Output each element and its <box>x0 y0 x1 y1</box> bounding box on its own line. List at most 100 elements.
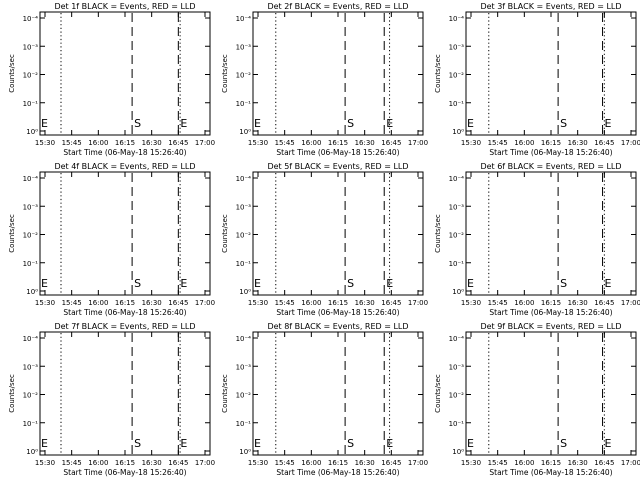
panel-det-9: Det 9f BLACK = Events, RED = LLD 15:30 15:… <box>434 322 640 477</box>
panel-det-5: Det 5f BLACK = Events, RED = LLD 15:30 15:… <box>221 162 428 317</box>
y-axis-label: Counts/sec <box>434 54 442 93</box>
y-tick-label: 10⁻⁴ <box>23 175 39 183</box>
edge-label-e: E <box>41 277 48 290</box>
y-tick-label: 10⁻² <box>23 392 39 400</box>
panel-title: Det 1f BLACK = Events, RED = LLD <box>54 2 195 11</box>
x-axis-label: Start Time (06-May-18 15:26:40) <box>489 148 612 157</box>
y-tick-label: 10⁻¹ <box>23 260 39 268</box>
x-tick-label: 17:00 <box>621 299 640 307</box>
x-tick-label: 16:00 <box>88 299 108 307</box>
marker-label-e: E <box>605 437 612 450</box>
x-tick-label: 15:45 <box>275 459 295 467</box>
edge-label-e: E <box>41 437 48 450</box>
x-tick-label: 15:30 <box>248 299 268 307</box>
y-axis-label: Counts/sec <box>434 374 442 413</box>
x-axis-label: Start Time (06-May-18 15:26:40) <box>489 468 612 477</box>
x-tick-label: 15:30 <box>35 459 55 467</box>
x-axis-label: Start Time (06-May-18 15:26:40) <box>276 468 399 477</box>
y-tick-label: 10⁰ <box>239 288 251 296</box>
x-tick-label: 16:45 <box>594 139 614 147</box>
x-tick-label: 16:30 <box>142 139 162 147</box>
y-tick-label: 10⁻² <box>449 232 465 240</box>
marker-label-e: E <box>605 117 612 130</box>
y-axis-label: Counts/sec <box>8 214 16 253</box>
y-tick-label: 10⁻⁴ <box>23 335 39 343</box>
marker-label-s: S <box>560 117 567 130</box>
x-tick-label: 17:00 <box>195 459 215 467</box>
x-tick-label: 16:15 <box>115 459 135 467</box>
panel-title: Det 2f BLACK = Events, RED = LLD <box>267 2 408 11</box>
y-tick-label: 10⁻² <box>236 72 252 80</box>
x-tick-label: 16:00 <box>301 299 321 307</box>
y-tick-label: 10⁻⁴ <box>236 335 252 343</box>
x-tick-label: 15:30 <box>35 139 55 147</box>
x-tick-label: 16:30 <box>568 299 588 307</box>
x-tick-label: 15:30 <box>461 459 481 467</box>
x-tick-label: 16:30 <box>355 459 375 467</box>
x-tick-label: 16:15 <box>541 459 561 467</box>
y-tick-label: 10⁻³ <box>236 43 252 51</box>
x-tick-label: 15:45 <box>275 139 295 147</box>
x-tick-label: 17:00 <box>621 139 640 147</box>
x-tick-label: 16:00 <box>301 139 321 147</box>
edge-label-e: E <box>467 437 474 450</box>
y-tick-label: 10⁻⁴ <box>449 335 465 343</box>
y-tick-label: 10⁰ <box>452 288 464 296</box>
y-tick-label: 10⁻³ <box>23 363 39 371</box>
x-axis-label: Start Time (06-May-18 15:26:40) <box>63 308 186 317</box>
x-tick-label: 16:45 <box>168 139 188 147</box>
y-tick-label: 10⁻⁴ <box>236 15 252 23</box>
x-tick-label: 15:45 <box>488 299 508 307</box>
x-tick-label: 15:30 <box>461 139 481 147</box>
x-tick-label: 15:45 <box>62 299 82 307</box>
y-tick-label: 10⁻⁴ <box>236 175 252 183</box>
y-tick-label: 10⁰ <box>26 448 38 456</box>
x-tick-label: 16:45 <box>168 299 188 307</box>
x-tick-label: 16:15 <box>115 139 135 147</box>
x-tick-label: 15:45 <box>62 459 82 467</box>
x-tick-label: 15:30 <box>461 299 481 307</box>
edge-label-e: E <box>254 437 261 450</box>
x-axis-label: Start Time (06-May-18 15:26:40) <box>489 308 612 317</box>
panel-title: Det 7f BLACK = Events, RED = LLD <box>54 322 195 331</box>
y-tick-label: 10⁰ <box>452 128 464 136</box>
marker-label-s: S <box>560 277 567 290</box>
panel-det-8: Det 8f BLACK = Events, RED = LLD 15:30 15:… <box>221 322 428 477</box>
y-tick-label: 10⁻⁴ <box>449 15 465 23</box>
marker-label-e: E <box>180 437 187 450</box>
y-axis-label: Counts/sec <box>221 374 229 413</box>
y-tick-label: 10⁻¹ <box>23 100 39 108</box>
panel-title: Det 9f BLACK = Events, RED = LLD <box>480 322 621 331</box>
marker-label-e: E <box>605 277 612 290</box>
marker-label-s: S <box>347 437 354 450</box>
y-tick-label: 10⁻² <box>449 392 465 400</box>
x-tick-label: 16:15 <box>328 299 348 307</box>
y-axis-label: Counts/sec <box>221 54 229 93</box>
panel-title: Det 3f BLACK = Events, RED = LLD <box>480 2 621 11</box>
x-tick-label: 16:00 <box>301 459 321 467</box>
marker-label-e: E <box>386 277 393 290</box>
x-tick-label: 16:15 <box>115 299 135 307</box>
x-tick-label: 15:30 <box>248 139 268 147</box>
marker-label-s: S <box>134 117 141 130</box>
x-tick-label: 16:30 <box>568 139 588 147</box>
x-tick-label: 16:00 <box>514 299 534 307</box>
y-tick-label: 10⁻¹ <box>449 260 465 268</box>
y-tick-label: 10⁻² <box>236 392 252 400</box>
x-tick-label: 15:45 <box>275 299 295 307</box>
marker-label-s: S <box>347 277 354 290</box>
y-tick-label: 10⁻³ <box>449 363 465 371</box>
edge-label-e: E <box>254 277 261 290</box>
y-axis-label: Counts/sec <box>221 214 229 253</box>
x-tick-label: 15:45 <box>62 139 82 147</box>
edge-label-e: E <box>467 277 474 290</box>
panel-title: Det 8f BLACK = Events, RED = LLD <box>267 322 408 331</box>
y-tick-label: 10⁻² <box>449 72 465 80</box>
edge-label-e: E <box>254 117 261 130</box>
x-axis-label: Start Time (06-May-18 15:26:40) <box>63 468 186 477</box>
panel-title: Det 4f BLACK = Events, RED = LLD <box>54 162 195 171</box>
panel-title: Det 5f BLACK = Events, RED = LLD <box>267 162 408 171</box>
y-tick-label: 10⁰ <box>239 128 251 136</box>
